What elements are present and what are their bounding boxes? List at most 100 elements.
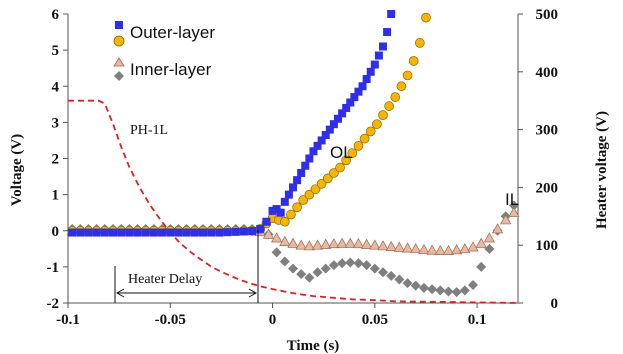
point-circle xyxy=(396,81,407,92)
annotation-ol: OL xyxy=(330,143,353,162)
point-triangle xyxy=(303,240,315,251)
point-triangle xyxy=(295,239,307,250)
point-square xyxy=(125,228,134,237)
point-triangle xyxy=(401,242,414,253)
point-square xyxy=(297,168,306,177)
point-square xyxy=(358,82,367,91)
heater-delay-label: Heater Delay xyxy=(128,272,202,287)
y-tick-label: 5 xyxy=(52,43,60,59)
point-square xyxy=(133,228,142,237)
heater-delay-arrowhead-right xyxy=(248,288,258,298)
point-square xyxy=(100,228,109,237)
point-square xyxy=(166,228,175,237)
point-square xyxy=(284,190,293,199)
point-square xyxy=(272,205,281,214)
point-diamond xyxy=(394,274,405,285)
point-diamond xyxy=(304,272,315,283)
y-tick-label: 2 xyxy=(52,152,60,168)
legend-label-inner-layer: Inner-layer xyxy=(130,60,212,79)
point-triangle xyxy=(442,244,455,255)
point-square xyxy=(174,228,183,237)
y-tick-label: -2 xyxy=(47,296,60,312)
point-triangle xyxy=(352,238,365,249)
point-triangle xyxy=(320,238,332,249)
point-circle xyxy=(384,101,394,111)
point-diamond xyxy=(427,284,438,295)
point-diamond xyxy=(443,286,454,297)
point-square xyxy=(280,197,289,206)
legend-marker-outer-layer xyxy=(115,21,123,29)
point-diamond xyxy=(459,285,470,296)
point-square xyxy=(354,87,363,96)
point-square xyxy=(92,228,101,237)
point-diamond xyxy=(353,258,364,269)
point-triangle xyxy=(500,214,512,225)
point-square xyxy=(305,154,314,163)
point-triangle xyxy=(451,244,463,255)
point-triangle xyxy=(434,244,446,255)
point-triangle xyxy=(311,239,324,250)
point-triangle xyxy=(271,232,283,243)
point-square xyxy=(342,103,351,112)
point-square xyxy=(362,75,371,84)
y-tick-label: 0 xyxy=(52,224,60,240)
x-axis-title: Time (s) xyxy=(287,338,340,354)
point-triangle xyxy=(361,238,373,249)
point-diamond xyxy=(296,269,307,280)
point-circle xyxy=(310,184,321,195)
point-square xyxy=(141,228,150,237)
x-tick-label: 0.05 xyxy=(362,312,388,328)
point-square xyxy=(109,228,117,237)
point-triangle xyxy=(491,223,504,234)
y-tick-label: 6 xyxy=(52,7,60,23)
point-square xyxy=(117,228,126,237)
legend-label-outer-layer: Outer-layer xyxy=(130,23,215,42)
y-tick-label: 3 xyxy=(52,115,60,131)
point-triangle xyxy=(475,237,487,248)
point-circle xyxy=(421,12,431,23)
point-square xyxy=(387,10,396,18)
point-square xyxy=(68,228,77,237)
point-circle xyxy=(353,141,364,151)
point-square xyxy=(256,224,265,233)
point-square xyxy=(239,227,248,236)
y2-tick-label: 400 xyxy=(536,65,559,81)
point-square xyxy=(383,28,392,37)
point-square xyxy=(293,176,302,185)
point-diamond xyxy=(271,247,282,258)
series-circle xyxy=(67,12,431,236)
point-square xyxy=(190,228,199,237)
point-square xyxy=(76,228,85,237)
x-tick-label: -0.1 xyxy=(56,312,80,328)
point-diamond xyxy=(451,287,462,298)
legend-marker-inner-layer xyxy=(113,57,125,67)
point-square xyxy=(84,228,93,237)
point-triangle xyxy=(377,240,389,251)
point-triangle xyxy=(328,238,340,249)
point-circle xyxy=(322,173,333,184)
y-tick-label: -1 xyxy=(47,260,60,276)
point-triangle xyxy=(369,239,381,250)
point-triangle xyxy=(426,244,438,255)
point-square xyxy=(309,147,318,156)
y2-tick-label: 0 xyxy=(551,296,559,312)
point-circle xyxy=(372,119,382,130)
point-diamond xyxy=(369,263,380,274)
legend: Outer-layer Inner-layer xyxy=(113,21,215,81)
point-square xyxy=(158,228,167,237)
point-triangle xyxy=(336,237,348,248)
legend-marker-inner-layer-alt xyxy=(114,71,124,81)
y-tick-label: 1 xyxy=(52,188,60,204)
legend-marker-outer-layer-alt xyxy=(113,35,125,47)
point-square xyxy=(268,206,277,215)
point-diamond xyxy=(345,257,356,268)
y2-tick-label: 100 xyxy=(536,238,559,254)
point-diamond xyxy=(435,285,446,296)
y2-tick-label: 300 xyxy=(536,123,559,139)
point-triangle xyxy=(483,232,495,243)
point-square xyxy=(248,227,257,236)
point-triangle xyxy=(418,243,430,254)
point-diamond xyxy=(468,279,478,290)
point-circle xyxy=(341,155,352,166)
